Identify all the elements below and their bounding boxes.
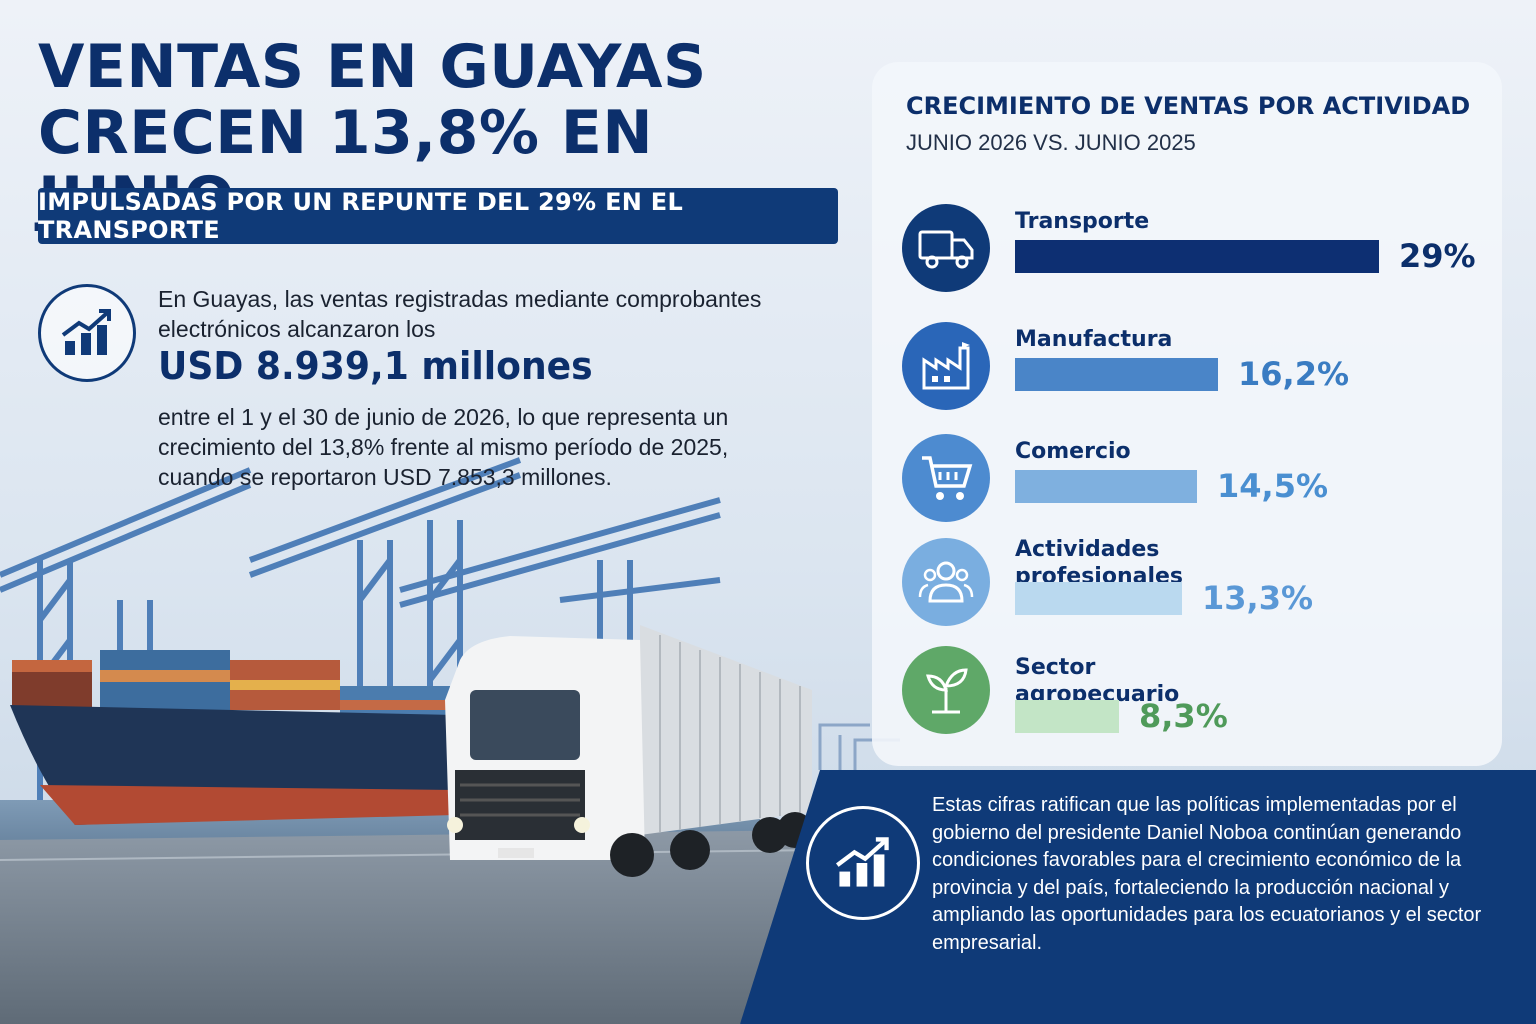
category-label: Transporte bbox=[1015, 209, 1150, 234]
category-label: Manufactura bbox=[1015, 327, 1173, 352]
people-icon bbox=[902, 538, 990, 626]
factory-icon bbox=[902, 322, 990, 410]
category-label: Comercio bbox=[1015, 439, 1131, 464]
category-row-comercio: Comercio 14,5% bbox=[902, 434, 1502, 530]
value-label: 8,3% bbox=[1139, 697, 1228, 735]
footer-text: Estas cifras ratifican que las políticas… bbox=[932, 794, 1482, 954]
truck-icon bbox=[902, 204, 990, 292]
value-label: 29% bbox=[1399, 237, 1476, 275]
bar-manufactura bbox=[1015, 358, 1218, 391]
intro-text-lead: En Guayas, las ventas registradas median… bbox=[158, 286, 762, 342]
category-row-sector-agropecuario: Sector agropecuario 8,3% bbox=[902, 646, 1502, 746]
category-row-manufactura: Manufactura 16,2% bbox=[902, 322, 1502, 418]
subtitle-banner: IMPULSADAS POR UN REPUNTE DEL 29% EN EL … bbox=[38, 188, 838, 244]
shopping-cart-icon bbox=[902, 434, 990, 522]
growth-chart-icon bbox=[38, 284, 136, 382]
growth-chart-icon bbox=[806, 806, 920, 920]
intro-text-detail: entre el 1 y el 30 de junio de 2026, lo … bbox=[158, 404, 729, 490]
sales-amount: USD 8.939,1 millones bbox=[158, 344, 593, 388]
chart-title: CRECIMIENTO DE VENTAS POR ACTIVIDAD bbox=[906, 92, 1471, 120]
category-row-transporte: Transporte 29% bbox=[902, 204, 1502, 300]
bar-sector-agropecuario bbox=[1015, 700, 1119, 733]
value-label: 16,2% bbox=[1238, 355, 1350, 393]
bar-comercio bbox=[1015, 470, 1197, 503]
plant-sprout-icon bbox=[902, 646, 990, 734]
chart-panel bbox=[872, 62, 1502, 766]
value-label: 13,3% bbox=[1202, 579, 1314, 617]
bar-actividades-profesionales bbox=[1015, 582, 1182, 615]
value-label: 14,5% bbox=[1217, 467, 1329, 505]
title-line-1: VENTAS EN GUAYAS bbox=[38, 32, 707, 102]
category-row-actividades-profesionales: Actividades profesionales 13,3% bbox=[902, 532, 1502, 628]
bar-transporte bbox=[1015, 240, 1379, 273]
chart-subtitle: JUNIO 2026 VS. JUNIO 2025 bbox=[906, 130, 1196, 155]
